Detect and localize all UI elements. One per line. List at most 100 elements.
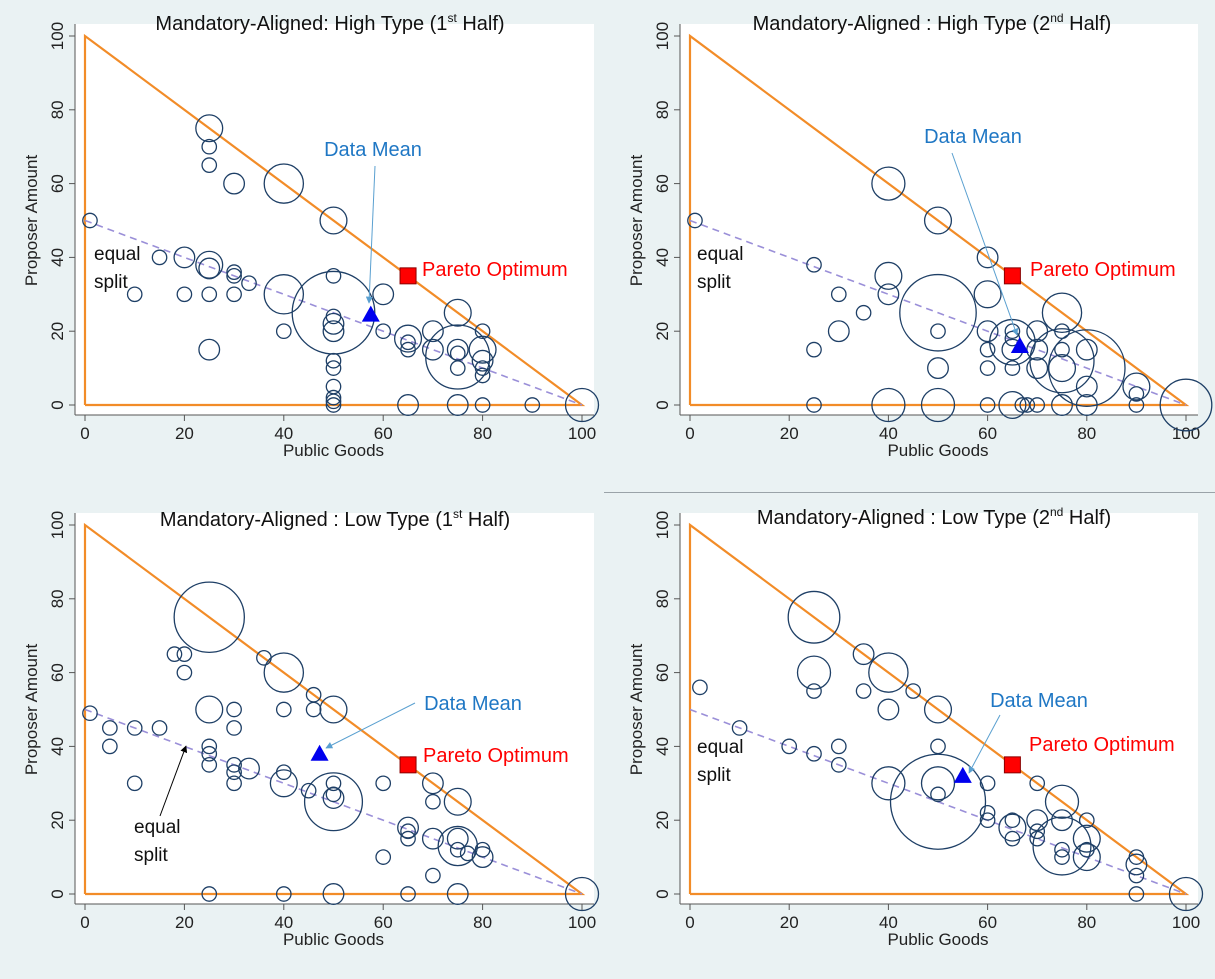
data-bubble [425,793,441,810]
title-main: Mandatory-Aligned : Low Type (2 [757,507,1050,529]
data-bubble [524,397,541,413]
panel-separator [604,492,1215,493]
x-axis-title: Public Goods [887,930,988,949]
data-bubble [446,883,469,905]
data-bubble [871,166,906,201]
data-mean-marker [1010,336,1029,353]
title-sup: st [453,507,463,521]
data-bubble [1019,397,1036,413]
data-bubble [1044,784,1080,819]
data-bubble [325,352,342,369]
pareto-optimum-label: Pareto Optimum [423,745,569,767]
data-bubble [855,683,872,699]
data-bubble [325,389,342,406]
x-tick-label: 0 [80,424,89,443]
data-bubble [238,757,260,780]
y-tick-label: 40 [653,248,672,267]
pareto-optimum-marker [399,267,417,285]
data-bubble [400,886,416,902]
y-tick-label: 100 [653,22,672,50]
data-bubble [830,738,847,755]
data-bubble [979,360,996,376]
pareto-optimum-marker [399,756,417,774]
data-bubble [263,163,305,204]
data-bubble [806,256,822,273]
data-bubble [173,581,245,654]
data-bubble [1054,849,1070,865]
data-bubble [201,138,218,155]
data-bubble [126,775,143,792]
equal-split-line [84,219,583,406]
data-bubble [474,397,491,413]
data-bubble [1128,886,1145,902]
data-bubble [1072,824,1101,853]
data-bubble [449,360,466,376]
data-bubble [201,738,218,755]
data-bubble [198,257,221,280]
x-tick-label: 0 [685,913,694,932]
data-mean-label: Data Mean [324,139,422,161]
data-bubble [905,683,922,699]
data-bubble [226,756,242,773]
title-end: Half) [457,13,505,35]
data-bubble [201,157,218,173]
data-bubble [263,652,305,693]
y-tick-label: 80 [48,589,67,608]
data-bubble [275,323,292,340]
data-bubble [871,387,906,423]
data-bubble [1128,386,1145,402]
data-bubble [930,323,946,340]
data-bubble [1075,338,1098,361]
data-bubble [471,349,494,372]
data-bubble [1029,775,1046,792]
data-bubble [400,830,416,847]
equal-split-label-line1: equal [134,817,181,838]
y-tick-label: 100 [653,511,672,539]
data-bubble [275,701,292,718]
data-bubble [998,390,1027,420]
title-end: Half) [1063,507,1111,529]
data-mean-arrow [968,714,1001,774]
data-bubble [806,745,822,762]
chart-title: Mandatory-Aligned : Low Type (1st Half) [160,507,510,531]
chart-panel-1: 0 20 40 60 80 100 0 20 40 60 80 100 Public Goods Prop… [22,11,600,460]
data-bubble [226,264,242,281]
data-bubble [920,766,956,801]
data-bubble [781,738,798,755]
equal-split-line [689,219,1187,406]
x-tick-label: 40 [274,913,293,932]
y-tick-label: 20 [48,811,67,830]
title-sup: nd [1050,505,1063,519]
y-tick-label: 80 [653,100,672,119]
data-bubble [443,787,472,816]
data-bubble [976,320,999,343]
x-tick-label: 60 [978,424,997,443]
data-mean-label: Data Mean [990,690,1088,712]
data-bubble [421,772,444,795]
data-bubble [1004,812,1021,829]
data-bubble [979,341,996,358]
data-bubble [176,286,193,303]
title-main: Mandatory-Aligned: High Type (1 [155,13,447,35]
x-axis-title: Public Goods [283,441,384,460]
y-tick-label: 0 [48,889,67,898]
data-bubble [1032,816,1092,876]
data-bubble [102,720,118,736]
data-bubble [305,701,322,718]
equal-split-label-line2: split [134,845,169,866]
data-bubble [1122,372,1151,401]
data-bubble [830,756,847,773]
pareto-optimum-label: Pareto Optimum [1030,259,1176,281]
data-bubble [1128,867,1145,884]
y-axis-title: Proposer Amount [22,155,41,287]
data-bubble [226,286,242,303]
data-bubble [1029,397,1046,413]
y-tick-label: 40 [653,737,672,756]
pareto-optimum-label: Pareto Optimum [422,259,568,281]
data-mean-marker [310,744,329,761]
data-bubble [459,845,476,862]
data-bubble [889,753,987,850]
data-bubble [151,249,168,266]
y-tick-label: 80 [48,100,67,119]
